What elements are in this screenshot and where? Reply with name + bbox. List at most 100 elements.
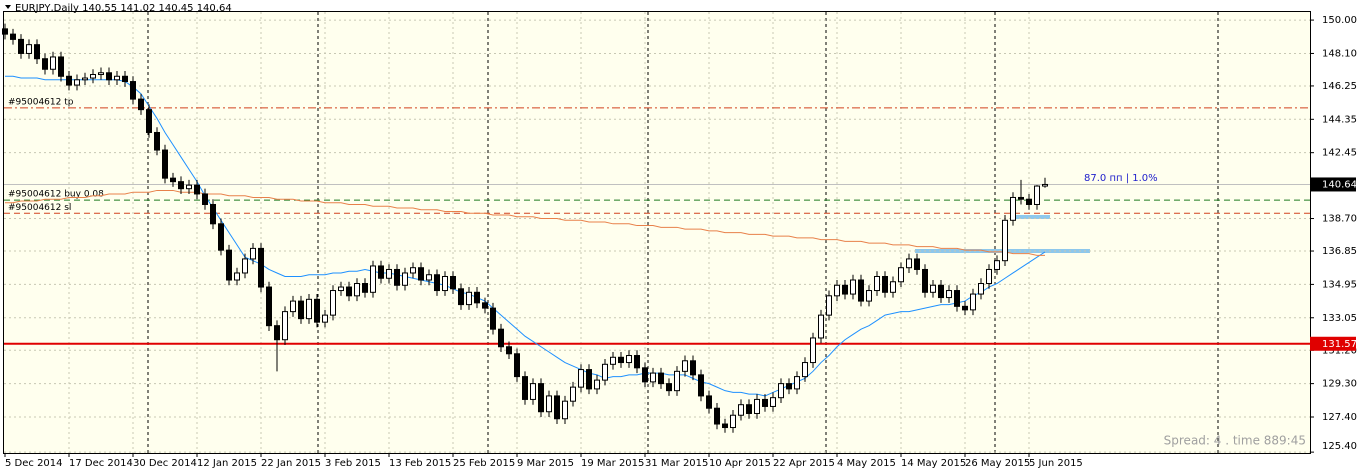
y-tick-label: 142.45 xyxy=(1322,148,1357,159)
candle-body xyxy=(426,274,432,281)
candle-body xyxy=(458,288,464,306)
candle-body xyxy=(514,353,520,378)
candle-body xyxy=(202,193,208,205)
candle-body xyxy=(378,265,384,279)
candle-body xyxy=(2,28,8,35)
candle-body xyxy=(994,260,1000,270)
candle-body xyxy=(874,275,880,292)
y-tick-label: 127.40 xyxy=(1322,412,1357,423)
zone-marker xyxy=(1010,215,1050,219)
candle-body xyxy=(746,404,752,414)
candle-body xyxy=(482,302,488,309)
candle-body xyxy=(346,286,352,297)
candle-body xyxy=(466,291,472,306)
candle-body xyxy=(354,283,360,297)
candle-body xyxy=(738,404,744,416)
candle-body xyxy=(594,379,600,390)
candle-body xyxy=(986,268,992,285)
candle-body xyxy=(762,398,768,407)
x-tick-label: 5 Jun 2015 xyxy=(1029,458,1083,469)
candle-body xyxy=(498,328,504,348)
header-low: 140,45 xyxy=(159,3,194,14)
candle-body xyxy=(826,295,832,316)
candle-body xyxy=(362,283,368,293)
header-high: 141,02 xyxy=(120,3,155,14)
x-tick-label: 22 Jan 2015 xyxy=(261,458,321,469)
chart-layer: 150.00 148.10 146.25 144.35 142.45 138.70 136.… xyxy=(2,12,1357,469)
candle-body xyxy=(618,356,624,364)
candle-body xyxy=(818,314,824,339)
candle-body xyxy=(1018,196,1024,200)
candle-body xyxy=(42,58,48,70)
candle-body xyxy=(274,325,280,341)
price-box-label: 131.57 xyxy=(1322,339,1357,350)
y-tick-label: 144.35 xyxy=(1322,114,1357,125)
candle-body xyxy=(170,177,176,183)
candle-body xyxy=(138,98,144,111)
candle-body xyxy=(978,283,984,295)
candle-body xyxy=(250,247,256,260)
candle-body xyxy=(698,374,704,397)
header-open: 140,55 xyxy=(82,3,117,14)
candle-body xyxy=(922,268,928,293)
x-tick-label: 19 Mar 2015 xyxy=(581,458,644,469)
candle-body xyxy=(530,383,536,400)
candle-body xyxy=(634,355,640,369)
candle-body xyxy=(930,284,936,293)
y-tick-label: 125.40 xyxy=(1322,441,1357,452)
candle-body xyxy=(506,346,512,355)
candle-body xyxy=(546,395,552,413)
x-tick-label: 31 Mar 2015 xyxy=(645,458,708,469)
x-tick-label: 25 Feb 2015 xyxy=(453,458,515,469)
candle-body xyxy=(66,75,72,86)
candle-body xyxy=(114,75,120,81)
x-tick-label: 26 May 2015 xyxy=(965,458,1030,469)
candle-body xyxy=(690,360,696,376)
candle-body xyxy=(538,383,544,413)
candle-body xyxy=(938,284,944,299)
price-box xyxy=(1310,336,1356,351)
candle-body xyxy=(442,275,448,292)
candle-body xyxy=(90,74,96,79)
candle-body xyxy=(578,369,584,388)
candle-body xyxy=(34,44,40,60)
candle-body xyxy=(290,300,296,313)
x-tick-label: 9 Mar 2015 xyxy=(517,458,574,469)
candle-body xyxy=(1034,185,1040,205)
candle-body xyxy=(914,258,920,270)
order-label: #95004612 tp xyxy=(8,97,74,107)
candle-body xyxy=(954,290,960,307)
candle-body xyxy=(258,247,264,288)
order-label: #95004612 sl xyxy=(8,203,71,213)
y-tick-label: 136.85 xyxy=(1322,246,1357,257)
candle-body xyxy=(682,360,688,372)
candle-body xyxy=(162,149,168,179)
candle-body xyxy=(194,184,200,195)
x-tick-label: 14 May 2015 xyxy=(901,458,966,469)
plot-area xyxy=(3,11,1311,454)
annotation: 87.0 пп | 1.0% xyxy=(1084,173,1158,184)
candle-body xyxy=(474,291,480,304)
candle-body xyxy=(778,383,784,399)
candle-body xyxy=(882,275,888,293)
order-label: #95004612 buy 0.08 xyxy=(8,190,104,200)
candle-body xyxy=(522,376,528,400)
candle-body xyxy=(266,286,272,327)
candle-body xyxy=(74,79,80,86)
candle-body xyxy=(282,311,288,341)
y-tick-label: 148.10 xyxy=(1322,48,1357,59)
candle-body xyxy=(810,337,816,364)
candle-body xyxy=(298,300,304,320)
x-tick-label: 10 Apr 2015 xyxy=(709,458,771,469)
moving-average xyxy=(5,189,1045,256)
candle-body xyxy=(450,275,456,290)
candle-body xyxy=(754,398,760,414)
candle-body xyxy=(146,109,152,133)
candle-body xyxy=(730,414,736,429)
candle-body xyxy=(154,131,160,151)
candle-body xyxy=(218,223,224,251)
candle-body xyxy=(666,383,672,392)
candle-body xyxy=(970,293,976,311)
candle-body xyxy=(554,395,560,420)
